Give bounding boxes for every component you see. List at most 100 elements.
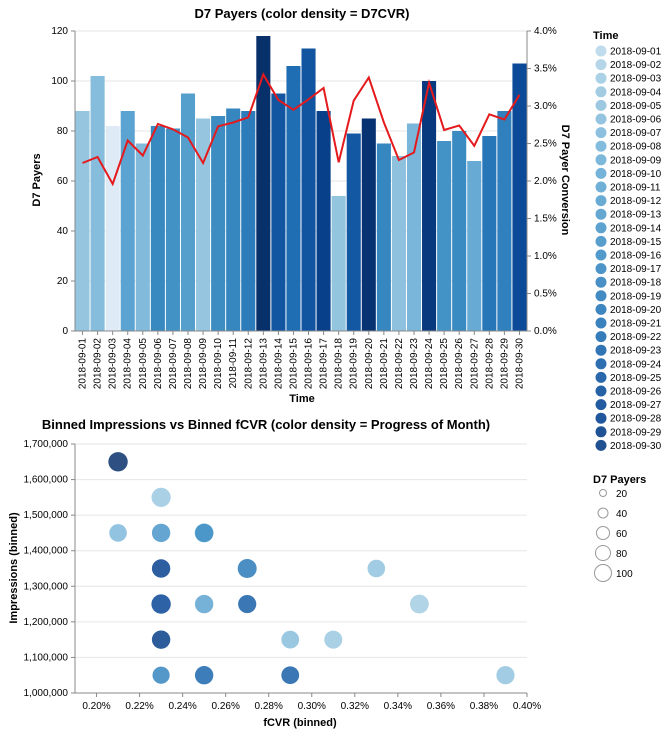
legend-time-swatch: [595, 263, 607, 275]
bar: [467, 161, 482, 331]
top-axes: 0 20 40 60 80 100 120 0.0% 0.5% 1.0% 1.5% 2.0% 2.5% 3…: [51, 26, 557, 389]
bottom-y-tick-label: 1,100,000: [24, 652, 69, 663]
legend-time-swatch: [595, 167, 607, 179]
top-x-tick-label: 2018-09-21: [379, 338, 390, 390]
top-x-tick-label: 2018-09-11: [228, 338, 239, 389]
bottom-x-axis-label: fCVR (binned): [263, 717, 337, 729]
legend-size-swatch: [594, 564, 612, 582]
top-y-axis-label: D7 Payers: [31, 153, 43, 206]
legend-time-swatch: [595, 317, 607, 329]
legend-time-swatch: [595, 86, 607, 98]
top-y2-tick-label: 1.0%: [534, 251, 557, 262]
legend-time-swatch: [595, 412, 607, 424]
bottom-y-tick-label: 1,600,000: [24, 475, 69, 486]
top-x-tick-label: 2018-09-29: [499, 338, 510, 390]
top-y2-tick-label: 2.0%: [534, 176, 557, 187]
top-y2-axis-label: D7 Payer Conversion: [559, 125, 571, 236]
legend-time-label: 2018-09-19: [610, 291, 662, 302]
scatter-point: [324, 630, 343, 649]
legend-size-label: 100: [616, 569, 633, 580]
bar: [331, 196, 346, 331]
legend-time-label: 2018-09-08: [610, 142, 662, 153]
top-axis-frame: [74, 31, 528, 332]
top-x-tick-label: 2018-09-12: [243, 338, 254, 390]
top-x-tick-label: 2018-09-22: [394, 338, 405, 390]
scatter-point: [409, 594, 429, 614]
bottom-x-tick-label: 0.30%: [298, 701, 326, 712]
bar: [135, 143, 150, 331]
legend-time-swatch: [595, 222, 607, 234]
top-x-tick-label: 2018-09-06: [153, 338, 164, 390]
top-y-tick-label: 20: [57, 276, 69, 287]
top-gridlines: [75, 30, 527, 332]
legend-time-label: 2018-09-07: [610, 128, 662, 139]
legend-time-swatch: [595, 113, 607, 125]
bottom-x-tick-label: 0.22%: [125, 701, 153, 712]
bar: [271, 93, 286, 331]
scatter-point: [194, 666, 214, 685]
legend-time-swatch: [595, 358, 607, 370]
bar: [422, 81, 437, 331]
scatter-chart: Binned Impressions vs Binned fCVR (color…: [8, 417, 541, 729]
bottom-x-tick-label: 0.38%: [470, 701, 498, 712]
top-y2-tick-label: 1.5%: [534, 214, 557, 225]
legend-time-label: 2018-09-28: [610, 414, 662, 425]
bar: [286, 66, 301, 331]
legend-size-swatch: [596, 526, 610, 540]
scatter-point: [108, 452, 128, 472]
legend-time-items: 2018-09-01 2018-09-02 2018-09-03 2018-09-04…: [595, 45, 662, 452]
bar: [482, 136, 497, 331]
scatter-point: [109, 524, 127, 542]
top-y-tick-label: 120: [51, 26, 68, 37]
legend-time-label: 2018-09-23: [610, 346, 662, 357]
legend-time-label: 2018-09-30: [610, 441, 662, 452]
top-y2-tick-label: 3.0%: [534, 101, 557, 112]
bottom-gridlines: [75, 443, 527, 694]
legend-size-label: 60: [616, 529, 628, 540]
top-x-tick-label: 2018-09-09: [198, 338, 209, 390]
top-y2-tick-label: 3.5%: [534, 64, 557, 75]
bar: [150, 126, 165, 331]
top-y2-tick-label: 4.0%: [534, 26, 557, 37]
bar: [241, 111, 256, 331]
legend-time-swatch: [595, 290, 607, 302]
top-y2-tick-label: 0.5%: [534, 289, 557, 300]
bottom-y-tick-label: 1,300,000: [24, 581, 69, 592]
legend-time-swatch: [595, 154, 607, 166]
scatter-point: [151, 630, 171, 649]
top-x-tick-label: 2018-09-15: [288, 338, 299, 390]
top-x-tick-label: 2018-09-20: [364, 338, 375, 390]
top-x-tick-label: 2018-09-14: [273, 338, 284, 390]
legend-time-swatch: [595, 371, 607, 383]
legend-time-label: 2018-09-17: [610, 264, 662, 275]
bar: [346, 133, 361, 331]
bottom-y-tick-label: 1,400,000: [24, 546, 69, 557]
scatter-points: [108, 452, 515, 685]
bottom-x-tick-label: 0.32%: [341, 701, 369, 712]
legend-time-label: 2018-09-04: [610, 87, 662, 98]
top-x-tick-label: 2018-09-17: [319, 338, 330, 390]
legend-time-swatch: [595, 344, 607, 356]
top-y-tick-label: 0: [62, 326, 68, 337]
legend-time-swatch: [595, 276, 607, 288]
scatter-point: [151, 594, 171, 614]
legend-time-swatch: [595, 303, 607, 315]
chart-title-top: D7 Payers (color density = D7CVR): [195, 6, 410, 21]
legend: Time 2018-09-012018-09-022018-09-032018-…: [593, 30, 662, 582]
legend-time-swatch: [595, 249, 607, 261]
top-x-tick-label: 2018-09-03: [108, 338, 119, 390]
legend-size-title: D7 Payers: [593, 474, 646, 486]
bar: [512, 63, 527, 331]
bar: [165, 128, 180, 331]
scatter-point: [281, 666, 300, 685]
legend-time-label: 2018-09-10: [610, 169, 662, 180]
legend-time-label: 2018-09-29: [610, 427, 662, 438]
legend-time-label: 2018-09-13: [610, 210, 662, 221]
bottom-y-axis-label: Impressions (binned): [8, 512, 20, 624]
bottom-x-tick-label: 0.20%: [82, 701, 110, 712]
legend-time-label: 2018-09-14: [610, 223, 662, 234]
legend-time-label: 2018-09-22: [610, 332, 662, 343]
scatter-point: [237, 559, 257, 578]
